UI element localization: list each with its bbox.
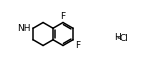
Text: F: F <box>75 41 80 50</box>
Text: F: F <box>60 12 66 21</box>
Text: Cl: Cl <box>120 34 128 43</box>
Text: H: H <box>114 32 121 42</box>
Text: NH: NH <box>18 24 31 33</box>
